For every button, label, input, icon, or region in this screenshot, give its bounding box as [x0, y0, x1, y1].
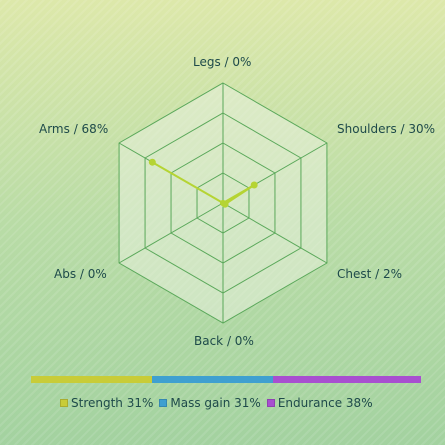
distribution-bar	[31, 376, 421, 383]
bar-segment-endurance	[272, 376, 421, 383]
legend-swatch-strength	[60, 399, 68, 407]
radar-spoke-chest	[222, 202, 328, 264]
axis-label-arms: Arms / 68%	[39, 122, 109, 136]
legend-swatch-mass-gain	[159, 399, 168, 407]
radar-point-abs	[220, 200, 226, 206]
radar-point-arms	[148, 158, 156, 166]
legend-swatch-endurance	[266, 399, 275, 407]
distribution-legend: Strength 31% Mass gain 31% Endurance 38%	[60, 396, 379, 410]
legend-item-mass-gain: Mass gain 31%	[159, 396, 261, 410]
radar-spoke-abs	[118, 202, 224, 264]
axis-label-back: Back / 0%	[194, 334, 254, 348]
axis-label-chest: Chest / 2%	[337, 267, 403, 281]
axis-label-abs: Abs / 0%	[54, 267, 107, 281]
axis-label-shoulders: Shoulders / 30%	[337, 122, 436, 136]
legend-label-mass-gain: Mass gain 31%	[170, 396, 261, 410]
axis-label-legs: Legs / 0%	[193, 55, 252, 69]
legend-label-strength: Strength 31%	[71, 396, 154, 410]
legend-item-strength: Strength 31%	[60, 396, 153, 410]
legend-item-endurance: Endurance 38%	[266, 396, 373, 410]
bar-segment-strength	[31, 376, 152, 383]
bar-segment-mass-gain	[151, 376, 273, 383]
radar-series	[148, 158, 258, 208]
legend-label-endurance: Endurance 38%	[277, 396, 373, 410]
radar-point-shoulders	[250, 181, 258, 189]
